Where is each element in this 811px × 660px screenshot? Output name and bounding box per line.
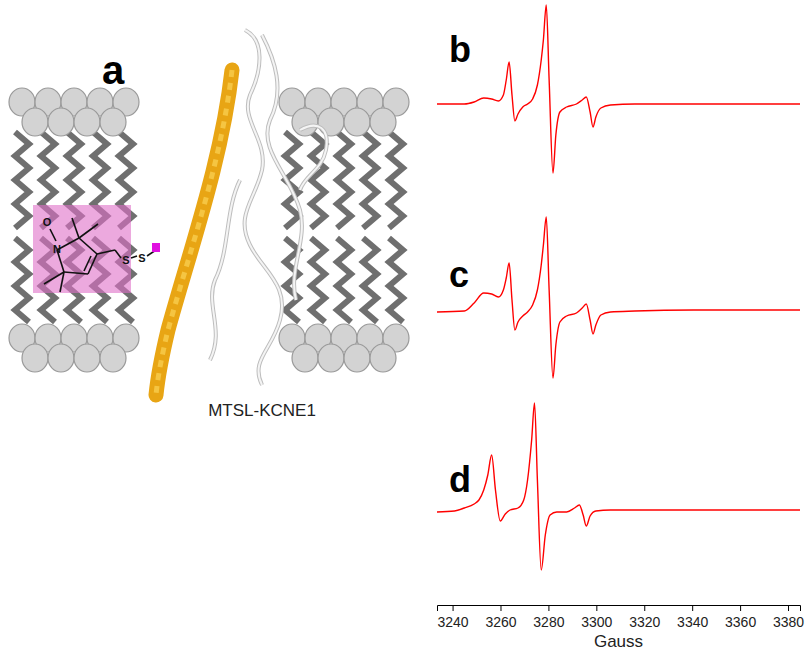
x-tick-label: 3340 xyxy=(677,614,708,630)
spectrum-panel: b xyxy=(437,5,801,173)
x-tick-mark xyxy=(548,605,549,611)
lipid-head xyxy=(292,108,318,136)
lipid-head xyxy=(370,108,396,136)
lipid-tail xyxy=(337,238,351,322)
panel-letter: b xyxy=(449,29,471,70)
atom-label: S xyxy=(138,252,145,264)
lipid-head xyxy=(292,344,318,372)
x-tick-label: 3260 xyxy=(485,614,516,630)
x-tick-mark xyxy=(644,605,645,611)
lipid-tail xyxy=(15,238,29,322)
lipid-head xyxy=(318,344,344,372)
lipid-tail xyxy=(389,238,403,322)
lipid-head xyxy=(48,108,74,136)
bond xyxy=(131,256,137,258)
bond xyxy=(79,238,97,254)
panel-a: O N SSa MTSL-KCNE1 xyxy=(9,30,409,420)
spectrum-line xyxy=(437,5,800,173)
bond xyxy=(72,218,79,238)
lipid-tail xyxy=(311,238,325,322)
atom-label: N xyxy=(53,243,61,255)
bond xyxy=(88,254,97,274)
lipid-head xyxy=(22,344,48,372)
helix-shade xyxy=(156,70,232,395)
lipid-head xyxy=(74,108,100,136)
lipid-head xyxy=(318,108,344,136)
x-tick-mark xyxy=(596,605,597,611)
x-tick: 3260 xyxy=(485,605,516,630)
spectrum-panel: d 3240 3260 3280 3300 3320 3340 3360 3380 Gauss xyxy=(437,403,804,651)
x-tick-mark xyxy=(788,605,789,611)
x-tick-label: 3280 xyxy=(533,614,564,630)
x-tick: 3320 xyxy=(629,605,660,630)
x-tick: 3360 xyxy=(725,605,756,630)
bond xyxy=(60,272,64,292)
plot-area xyxy=(437,5,800,173)
bond xyxy=(97,250,115,254)
caption: MTSL-KCNE1 xyxy=(208,401,316,420)
x-axis-line xyxy=(438,606,801,612)
x-tick: 3380 xyxy=(773,605,804,630)
plot-area xyxy=(437,217,800,378)
panel-letter: c xyxy=(449,254,469,295)
lipid-head xyxy=(344,108,370,136)
x-tick-label: 3380 xyxy=(773,614,804,630)
lipid-head xyxy=(48,344,74,372)
lipid-tail xyxy=(337,132,351,228)
bond xyxy=(115,250,121,258)
lipid-tail xyxy=(311,132,325,228)
lipid-tail xyxy=(363,132,377,228)
x-tick-label: 3360 xyxy=(725,614,756,630)
panel-letter: a xyxy=(102,48,125,92)
figure: O N SSa MTSL-KCNE1 b c d 3240 3260 3280 3300 3320 33… xyxy=(0,0,811,660)
lipid-tail xyxy=(389,132,403,228)
bond xyxy=(84,256,91,271)
lipid-head xyxy=(74,344,100,372)
protein-ribbon xyxy=(300,126,327,190)
x-tick-mark xyxy=(500,605,501,611)
protein-ribbon xyxy=(210,180,240,360)
lipid-tail xyxy=(15,132,29,228)
x-tick: 3240 xyxy=(437,605,468,630)
spin-label-box xyxy=(33,205,131,293)
lipid-head xyxy=(344,344,370,372)
spectrum-line xyxy=(437,217,800,378)
x-tick: 3340 xyxy=(677,605,708,630)
x-tick-label: 3300 xyxy=(581,614,612,630)
x-axis-title: Gauss xyxy=(594,632,643,651)
bond xyxy=(44,272,64,284)
atom-label: S xyxy=(122,254,129,266)
protein-ribbon xyxy=(262,35,302,300)
protein-ribbon xyxy=(210,180,240,360)
bond xyxy=(79,224,98,238)
lipid-head xyxy=(370,344,396,372)
lipid-head xyxy=(22,108,48,136)
protein-ribbon xyxy=(300,126,327,190)
bond xyxy=(50,229,56,241)
x-tick-label: 3240 xyxy=(437,614,468,630)
atom-label: O xyxy=(43,216,52,228)
bond xyxy=(64,272,88,274)
cysteine-site xyxy=(152,243,160,252)
lipid-head xyxy=(100,108,126,136)
x-tick-label: 3320 xyxy=(629,614,660,630)
lipid-head xyxy=(100,344,126,372)
protein-ribbon xyxy=(262,35,302,300)
x-tick-mark xyxy=(692,605,693,611)
lipid-tail xyxy=(363,238,377,322)
plot-area xyxy=(437,403,800,570)
x-axis: 3240 3260 3280 3300 3320 3340 3360 3380 xyxy=(437,605,804,630)
x-tick: 3300 xyxy=(581,605,612,630)
panel-letter: d xyxy=(449,459,471,500)
x-tick: 3280 xyxy=(533,605,564,630)
x-tick-mark xyxy=(453,605,454,611)
spectrum-line xyxy=(437,403,800,570)
spectrum-panel: c xyxy=(437,217,801,378)
helix xyxy=(156,70,232,395)
x-tick-mark xyxy=(740,605,741,611)
